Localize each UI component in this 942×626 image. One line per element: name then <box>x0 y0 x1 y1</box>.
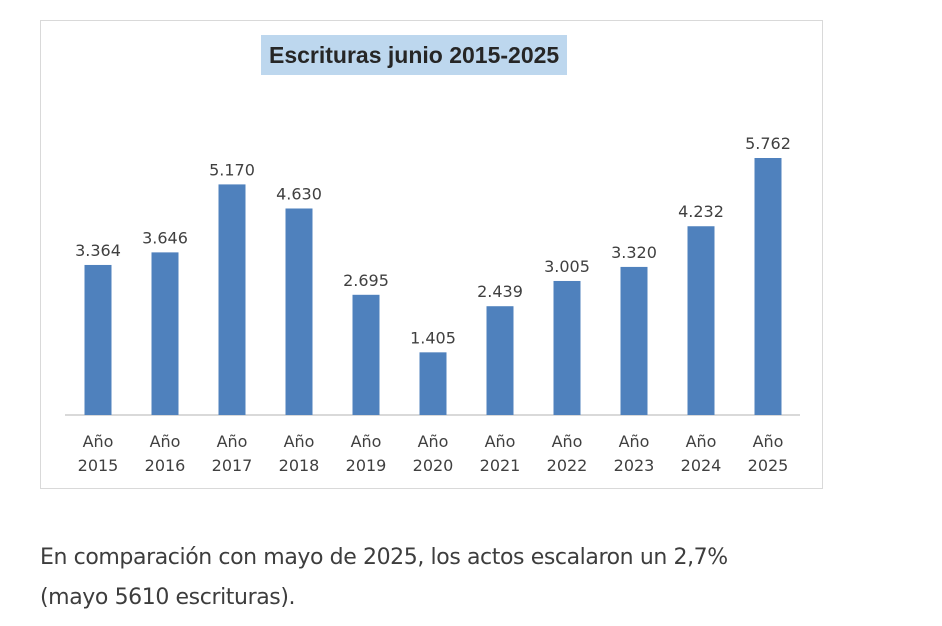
data-label-2019: 2.695 <box>343 271 389 290</box>
bar-2021 <box>486 306 514 415</box>
bar-2024 <box>687 226 715 415</box>
data-label-2017: 5.170 <box>209 160 255 179</box>
caption-line-2: (mayo 5610 escrituras). <box>40 585 296 610</box>
x-tick-label-2016: Año 2016 <box>145 432 186 475</box>
x-tick-label-2025: Año 2025 <box>748 432 789 475</box>
bar-2023 <box>620 266 648 415</box>
chart-title: Escrituras junio 2015-2025 <box>261 35 568 75</box>
bar-2020 <box>419 352 447 415</box>
x-tick-label-2024: Año 2024 <box>681 432 722 475</box>
data-label-2018: 4.630 <box>276 184 322 203</box>
bar-2016 <box>151 252 179 415</box>
x-tick-label-2015: Año 2015 <box>78 432 119 475</box>
data-label-2021: 2.439 <box>477 282 523 301</box>
x-tick-label-2021: Año 2021 <box>480 432 521 475</box>
data-label-2025: 5.762 <box>745 134 791 153</box>
bar-2015 <box>84 264 112 415</box>
data-label-2022: 3.005 <box>544 257 590 276</box>
x-tick-label-2022: Año 2022 <box>547 432 588 475</box>
bar-2025 <box>754 158 782 415</box>
x-tick-label-2019: Año 2019 <box>346 432 387 475</box>
bar-chart: 3.364 Año 2015 3.646 Año 2016 5.170 Año 2017 4.63… <box>65 134 800 475</box>
bar-2022 <box>553 280 581 415</box>
x-tick-label-2018: Año 2018 <box>279 432 320 475</box>
bar-2018 <box>285 208 313 415</box>
chart-frame: 3.364 Año 2015 3.646 Año 2016 5.170 Año 2017 4.63… <box>40 20 823 489</box>
data-label-2023: 3.320 <box>611 243 657 262</box>
caption-text: En comparación con mayo de 2025, los act… <box>40 538 900 618</box>
x-tick-label-2017: Año 2017 <box>212 432 253 475</box>
x-tick-label-2020: Año 2020 <box>413 432 454 475</box>
x-tick-label-2023: Año 2023 <box>614 432 655 475</box>
bar-2017 <box>218 184 246 415</box>
data-label-2015: 3.364 <box>75 241 121 260</box>
caption-line-1: En comparación con mayo de 2025, los act… <box>40 545 728 570</box>
data-label-2024: 4.232 <box>678 202 724 221</box>
bar-2019 <box>352 294 380 415</box>
data-label-2020: 1.405 <box>410 328 456 347</box>
data-label-2016: 3.646 <box>142 228 188 247</box>
